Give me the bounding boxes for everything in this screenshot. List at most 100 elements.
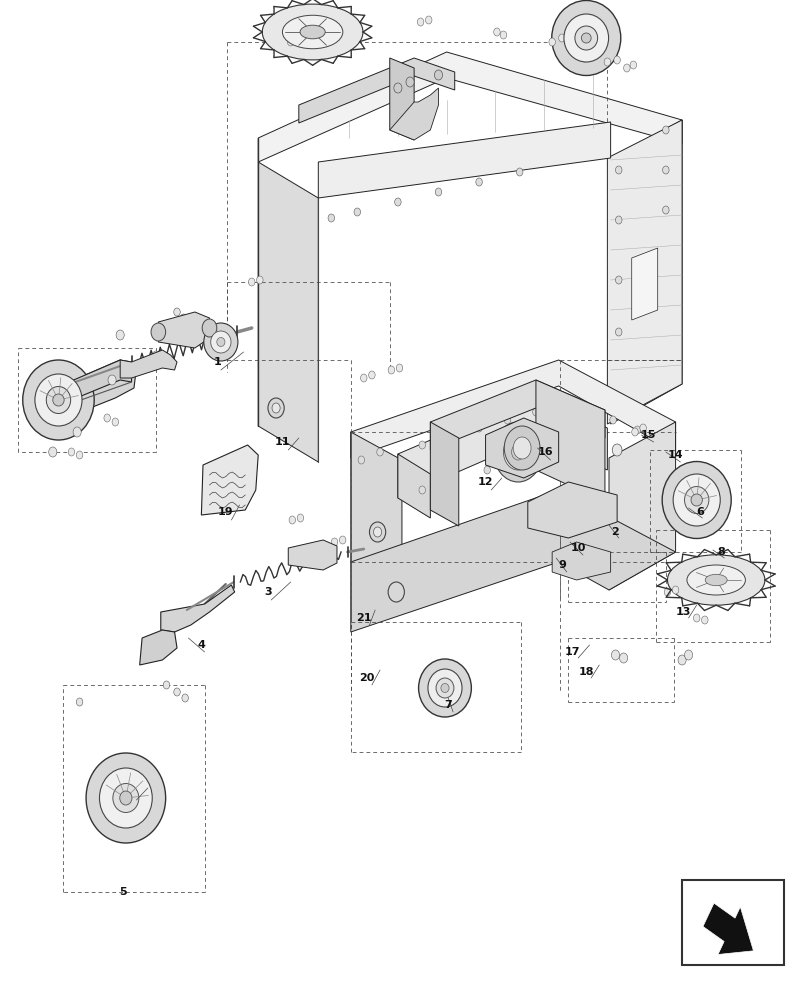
Circle shape (152, 351, 159, 359)
Circle shape (585, 406, 591, 414)
Circle shape (701, 616, 707, 624)
Polygon shape (397, 395, 607, 498)
Text: 7: 7 (444, 700, 452, 710)
Ellipse shape (690, 494, 702, 506)
Circle shape (483, 466, 490, 474)
Circle shape (369, 522, 385, 542)
Text: 8: 8 (716, 547, 724, 557)
Ellipse shape (704, 574, 727, 586)
Circle shape (328, 214, 334, 222)
Text: 13: 13 (676, 607, 690, 617)
Ellipse shape (23, 360, 94, 440)
Circle shape (532, 408, 539, 416)
Circle shape (331, 21, 337, 29)
Circle shape (388, 366, 394, 374)
Ellipse shape (551, 0, 620, 76)
Circle shape (623, 64, 629, 72)
Ellipse shape (204, 323, 238, 361)
Circle shape (418, 441, 425, 449)
Circle shape (425, 16, 431, 24)
Circle shape (504, 416, 510, 424)
Circle shape (268, 398, 284, 418)
Circle shape (418, 486, 425, 494)
Ellipse shape (262, 4, 363, 60)
Circle shape (615, 328, 621, 336)
Circle shape (104, 414, 110, 422)
Circle shape (256, 276, 263, 284)
Circle shape (287, 38, 294, 46)
Text: 17: 17 (564, 647, 580, 657)
Polygon shape (389, 58, 414, 140)
Polygon shape (350, 432, 401, 590)
Text: 5: 5 (119, 887, 127, 897)
Ellipse shape (686, 565, 744, 595)
Text: 11: 11 (274, 437, 290, 447)
Polygon shape (201, 445, 258, 515)
Ellipse shape (672, 474, 719, 526)
Polygon shape (527, 482, 616, 538)
Circle shape (587, 51, 594, 59)
Polygon shape (535, 380, 604, 502)
Ellipse shape (427, 669, 461, 707)
Circle shape (368, 371, 375, 379)
Polygon shape (298, 58, 454, 123)
Circle shape (677, 655, 685, 665)
Polygon shape (350, 360, 675, 458)
Polygon shape (258, 162, 318, 462)
Circle shape (629, 61, 636, 69)
Text: 9: 9 (557, 560, 565, 570)
Circle shape (611, 650, 619, 660)
Circle shape (693, 614, 699, 622)
Polygon shape (139, 630, 177, 665)
Circle shape (609, 416, 616, 424)
Circle shape (163, 681, 169, 689)
Text: 16: 16 (537, 447, 553, 457)
Ellipse shape (440, 684, 448, 692)
Circle shape (73, 427, 81, 437)
Circle shape (558, 34, 564, 42)
Polygon shape (158, 312, 209, 348)
Circle shape (331, 538, 337, 546)
Circle shape (684, 650, 692, 660)
Circle shape (639, 424, 646, 432)
Text: 4: 4 (197, 640, 205, 650)
Circle shape (672, 586, 678, 594)
Circle shape (295, 38, 302, 46)
Circle shape (376, 448, 383, 456)
Circle shape (434, 70, 442, 80)
Polygon shape (258, 52, 681, 162)
Circle shape (581, 54, 587, 62)
Ellipse shape (99, 768, 152, 828)
Circle shape (603, 58, 610, 66)
Circle shape (417, 18, 423, 26)
Circle shape (475, 424, 482, 432)
Text: 2: 2 (611, 527, 619, 537)
Polygon shape (318, 122, 610, 198)
Circle shape (354, 208, 360, 216)
Circle shape (615, 216, 621, 224)
Polygon shape (49, 360, 136, 418)
Circle shape (76, 698, 83, 706)
Bar (681, 880, 783, 965)
Polygon shape (607, 120, 681, 424)
Polygon shape (702, 903, 753, 954)
Circle shape (373, 527, 381, 537)
Ellipse shape (53, 394, 64, 406)
Polygon shape (430, 422, 458, 526)
Text: 19: 19 (217, 507, 234, 517)
Circle shape (615, 276, 621, 284)
Text: 18: 18 (577, 667, 594, 677)
Circle shape (396, 364, 402, 372)
Text: 10: 10 (570, 543, 585, 553)
Polygon shape (430, 380, 604, 450)
Ellipse shape (300, 25, 324, 39)
Text: 14: 14 (667, 450, 683, 460)
Ellipse shape (210, 331, 230, 353)
Ellipse shape (282, 15, 342, 49)
Circle shape (116, 330, 124, 340)
Circle shape (611, 444, 621, 456)
Polygon shape (485, 418, 558, 478)
Ellipse shape (418, 659, 471, 717)
Circle shape (516, 168, 522, 176)
Ellipse shape (574, 26, 597, 50)
